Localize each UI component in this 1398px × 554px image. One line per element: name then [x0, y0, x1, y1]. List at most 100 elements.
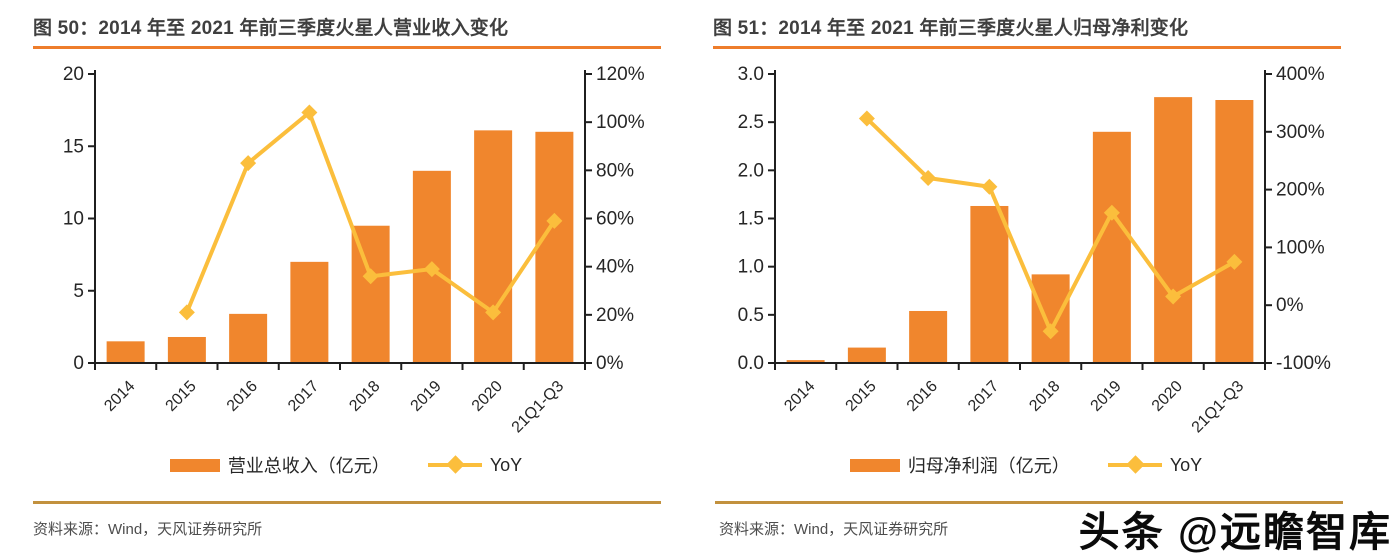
left-axis-tick-label: 10 [63, 209, 84, 230]
net-profit-chart-legend: 归母净利润（亿元） YoY [711, 452, 1341, 478]
category-label-21Q1-Q3: 21Q1-Q3 [509, 378, 568, 437]
category-label-2017: 2017 [285, 378, 322, 415]
source-note: 资料来源：Wind，天风证券研究所 [33, 521, 263, 538]
right-axis-tick-label: 300% [1276, 122, 1325, 143]
right-axis-tick-label: 60% [596, 209, 634, 230]
title-divider [713, 46, 1341, 49]
legend-label: YoY [1169, 454, 1203, 475]
yoy-marker-2016 [240, 155, 257, 172]
bar-2016 [909, 310, 948, 363]
bar-2014 [106, 341, 145, 363]
legend-item-revenue-bars: 营业总收入（亿元） [169, 452, 390, 478]
bar-2020 [474, 130, 513, 363]
yoy-marker-2018 [362, 268, 379, 285]
bar-21Q1-Q3 [1215, 100, 1254, 363]
net-profit-chart-title: 图 51：2014 年至 2021 年前三季度火星人归母净利变化 [713, 18, 1189, 39]
right-axis-tick-label: 120% [596, 64, 645, 85]
bar-2017 [290, 261, 329, 363]
revenue-chart-legend: 营业总收入（亿元） YoY [31, 452, 661, 478]
left-axis-tick-label: 3.0 [738, 64, 764, 85]
yoy-marker-2019 [423, 261, 440, 278]
category-label-2018: 2018 [1026, 378, 1063, 415]
left-axis-tick-label: 2.0 [738, 160, 764, 181]
legend-label: YoY [489, 454, 523, 475]
yoy-marker-21Q1-Q3 [1226, 253, 1243, 270]
toutiao-watermark: 头条 @远瞻智库 [1078, 509, 1392, 554]
line-series-swatch [1107, 455, 1162, 474]
category-label-21Q1-Q3: 21Q1-Q3 [1189, 378, 1248, 437]
category-label-2016: 2016 [224, 378, 261, 415]
right-axis-tick-label: -100% [1276, 353, 1331, 374]
category-label-2014: 2014 [101, 378, 138, 415]
bar-2014 [786, 360, 825, 363]
yoy-marker-2017 [301, 104, 318, 121]
title-divider [33, 46, 661, 49]
yoy-marker-2015 [858, 110, 875, 127]
footer-divider [33, 501, 661, 504]
legend-item-yoy-line: YoY [1107, 454, 1203, 476]
bar-series-swatch [849, 458, 900, 472]
yoy-marker-2018 [1042, 323, 1059, 340]
bar-2020 [1154, 97, 1193, 363]
bar-2019 [1092, 131, 1131, 363]
yoy-marker-2017 [981, 178, 998, 195]
footer-divider [715, 501, 1343, 504]
legend-label: 归母净利润（亿元） [907, 456, 1070, 476]
bar-2018 [351, 225, 390, 363]
bar-series-swatch [169, 458, 220, 472]
left-axis-tick-label: 5 [73, 281, 84, 302]
left-axis-tick-label: 0.5 [738, 305, 764, 326]
legend-item-profit-bars: 归母净利润（亿元） [849, 452, 1070, 478]
right-axis-tick-label: 40% [596, 257, 634, 278]
category-label-2019: 2019 [1088, 378, 1125, 415]
right-axis-tick-label: 20% [596, 305, 634, 326]
left-axis-tick-label: 0 [73, 353, 84, 374]
left-axis-tick-label: 1.5 [738, 209, 764, 230]
yoy-marker-2019 [1103, 204, 1120, 221]
category-label-2015: 2015 [163, 378, 200, 415]
yoy-marker-2020 [1165, 288, 1182, 305]
revenue-panel: 图 50：2014 年至 2021 年前三季度火星人营业收入变化 0 5 10 15 2… [31, 18, 661, 538]
right-axis-tick-label: 100% [1276, 237, 1325, 258]
yoy-marker-2015 [178, 304, 195, 321]
bar-2015 [167, 336, 206, 363]
category-label-2019: 2019 [408, 378, 445, 415]
category-label-2015: 2015 [843, 378, 880, 415]
line-series-swatch [427, 455, 482, 474]
bar-21Q1-Q3 [535, 131, 574, 363]
yoy-marker-2020 [485, 304, 502, 321]
right-axis-tick-label: 80% [596, 160, 634, 181]
category-label-2017: 2017 [965, 378, 1002, 415]
category-label-2018: 2018 [346, 378, 383, 415]
yoy-marker-21Q1-Q3 [546, 212, 563, 229]
legend-label: 营业总收入（亿元） [227, 456, 390, 476]
category-label-2014: 2014 [781, 378, 818, 415]
right-axis-tick-label: 400% [1276, 64, 1325, 85]
revenue-chart: 0 5 10 15 20 0% 20% 40% 60% 80% 100% 120% 2014 2015 20… [63, 64, 645, 437]
source-note: 资料来源：Wind，天风证券研究所 [719, 521, 949, 538]
left-axis-tick-label: 2.5 [738, 112, 764, 133]
right-axis-tick-label: 0% [1276, 295, 1304, 316]
category-label-2020: 2020 [1149, 378, 1186, 415]
yoy-marker-2016 [920, 170, 937, 187]
category-label-2016: 2016 [904, 378, 941, 415]
net-profit-chart: 0.0 0.5 1.0 1.5 2.0 2.5 3.0 -100% 0% 100% 200% 300%… [738, 64, 1331, 437]
bar-2016 [229, 313, 268, 363]
legend-item-yoy-line: YoY [427, 454, 523, 476]
left-axis-tick-label: 15 [63, 136, 84, 157]
net-profit-panel: 图 51：2014 年至 2021 年前三季度火星人归母净利变化 0.0 0.5 1… [699, 0, 1398, 554]
bar-2015 [847, 347, 886, 363]
diamond-marker-icon [446, 455, 465, 474]
right-axis-tick-label: 200% [1276, 180, 1325, 201]
right-axis-tick-label: 0% [596, 353, 624, 374]
left-axis-tick-label: 20 [63, 64, 84, 85]
left-axis-tick-label: 0.0 [738, 353, 764, 374]
diamond-marker-icon [1126, 455, 1145, 474]
category-label-2020: 2020 [469, 378, 506, 415]
revenue-chart-title: 图 50：2014 年至 2021 年前三季度火星人营业收入变化 [33, 18, 509, 39]
right-axis-tick-label: 100% [596, 112, 645, 133]
bar-2017 [970, 205, 1009, 363]
left-axis-tick-label: 1.0 [738, 257, 764, 278]
bar-2018 [1031, 274, 1070, 363]
